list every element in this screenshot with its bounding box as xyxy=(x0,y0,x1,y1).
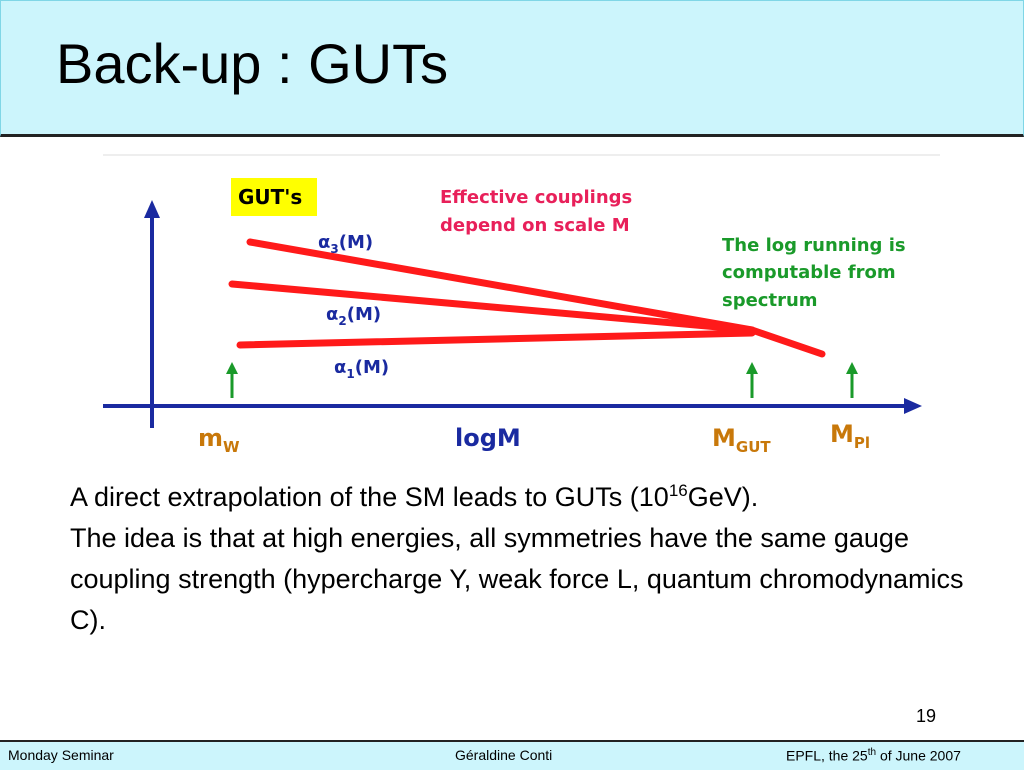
coupling-labels: α3(M)α2(M)α1(M) xyxy=(318,232,389,381)
badge-bg xyxy=(231,178,317,216)
text: EPFL, the 25 xyxy=(786,747,868,764)
note: spectrum xyxy=(722,290,818,311)
text: GeV). xyxy=(687,482,759,512)
text: of June 2007 xyxy=(876,747,961,764)
subscript: 1 xyxy=(346,367,354,381)
coupling-lines xyxy=(228,238,826,358)
symbol: α xyxy=(318,232,330,253)
tail: (M) xyxy=(347,304,381,325)
axis-label: MPl xyxy=(830,420,870,452)
symbol: α xyxy=(326,304,338,325)
subscript: W xyxy=(223,438,240,456)
footer-center: Géraldine Conti xyxy=(455,747,553,763)
superscript: 16 xyxy=(668,481,688,500)
note: computable from xyxy=(722,262,896,283)
axis-label: mW xyxy=(198,424,240,456)
badge: GUT's xyxy=(238,185,302,209)
coupling-label: α1(M) xyxy=(334,357,389,381)
note: depend on scale M xyxy=(440,215,630,236)
figure: GUT's Effective couplings depend on scal… xyxy=(103,154,940,456)
header: Back-up : GUTs xyxy=(0,0,1024,137)
paragraph: A direct extrapolation of the SM leads t… xyxy=(70,470,1000,518)
symbol: α xyxy=(334,357,346,378)
note: Effective couplings xyxy=(440,187,632,208)
title: Back-up : GUTs xyxy=(56,32,449,95)
tail: (M) xyxy=(339,232,373,253)
text: A direct extrapolation of the SM leads t… xyxy=(70,482,669,512)
base: M xyxy=(712,424,736,452)
axis-label: logM xyxy=(455,424,521,452)
footer-right: EPFL, the 25th of June 2007 xyxy=(786,747,961,764)
subscript: 2 xyxy=(338,314,346,328)
note: The log running is xyxy=(722,235,906,256)
tail: (M) xyxy=(355,357,389,378)
page-number: 19 xyxy=(916,706,937,726)
coupling-label: α3(M) xyxy=(318,232,373,256)
footer: Monday Seminar Géraldine Conti EPFL, the… xyxy=(0,740,1024,770)
axes xyxy=(103,200,922,428)
axis-labels: mW logM MGUT MPl xyxy=(198,420,870,456)
subscript: 3 xyxy=(330,242,338,256)
superscript: th xyxy=(867,747,877,758)
base: logM xyxy=(455,424,521,452)
axis-label: MGUT xyxy=(712,424,771,456)
coupling-label: α2(M) xyxy=(326,304,381,328)
base: M xyxy=(830,420,854,448)
footer-left: Monday Seminar xyxy=(8,747,114,763)
subscript: Pl xyxy=(854,434,870,452)
paragraph: The idea is that at high energies, all s… xyxy=(70,523,964,635)
base: m xyxy=(198,424,223,452)
subscript: GUT xyxy=(736,438,771,456)
scale-arrows xyxy=(226,362,858,398)
